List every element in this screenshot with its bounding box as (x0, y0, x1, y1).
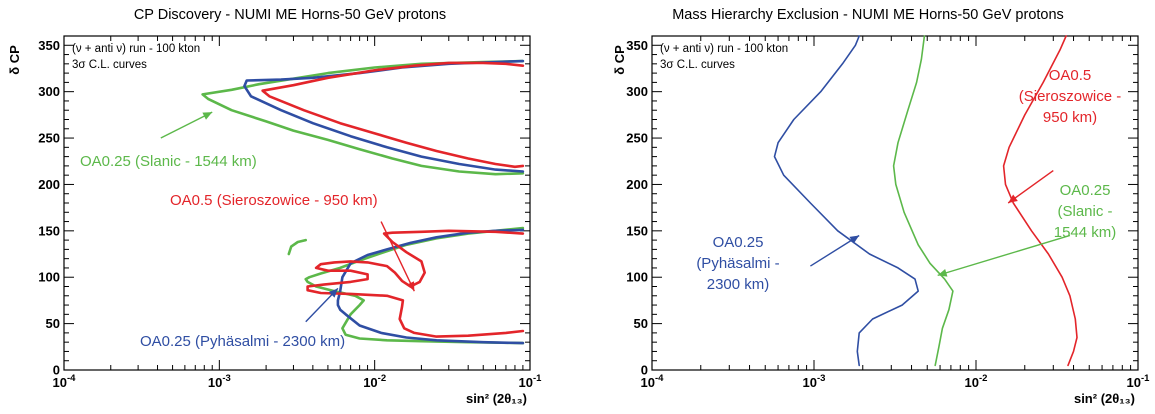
annotation-label: OA0.5 (Sieroszowice -950 km) (1019, 67, 1122, 126)
annotation-arrowhead (1008, 194, 1018, 203)
x-tick-label: 10-2 (363, 373, 386, 390)
y-tick-label: 100 (626, 270, 648, 285)
annotation-label: OA0.25 (Slanic - 1544 km) (80, 153, 257, 170)
x-tick-labels: 10-4 10-3 10-2 10-1 (641, 373, 1151, 390)
cp-discovery-panel: CP Discovery - NUMI ME Horns-50 GeV prot… (7, 7, 542, 406)
series-curve (773, 35, 920, 367)
annotation-label: OA0.25 (Pyhäsalmi - 2300 km) (140, 333, 345, 350)
y-tick-label: 200 (38, 177, 60, 192)
run-info-text: (ν + anti ν) run - 100 kton (72, 43, 200, 55)
x-tick-label: 10-1 (519, 373, 543, 390)
series-curve (336, 228, 525, 345)
y-tick-label: 250 (38, 131, 60, 146)
annotation-arrowhead (406, 281, 415, 292)
plot-frame (651, 35, 1139, 371)
series-curve (306, 229, 525, 338)
cl-info-text: 3σ C.L. curves (660, 59, 735, 71)
axis-ticks (63, 35, 530, 371)
mass-hierarchy-panel: Mass Hierarchy Exclusion - NUMI ME Horns… (612, 7, 1150, 406)
annotation-label: OA0.25 (Pyhäsalmi -2300 km) (696, 234, 779, 293)
x-axis-label: sin² (2θ₁₃) (466, 391, 527, 406)
annotation-arrow (380, 221, 415, 292)
y-axis-label: δ CP (7, 45, 22, 75)
annotation-label: OA0.25 (Slanic -1544 km) (1054, 182, 1117, 241)
y-tick-label: 300 (626, 84, 648, 99)
annotation-arrow (937, 234, 1071, 277)
y-tick-label: 0 (641, 363, 648, 378)
annotation-arrow (1007, 169, 1054, 204)
y-tick-label: 350 (626, 38, 648, 53)
annotation-arrowhead (849, 235, 860, 244)
y-axis-label: δ CP (612, 45, 627, 75)
y-tick-label: 150 (626, 223, 648, 238)
x-tick-label: 10-1 (1127, 373, 1151, 390)
x-tick-label: 10-3 (208, 373, 231, 390)
y-tick-labels: 0 50 100 150 200 250 300 350 (626, 38, 648, 378)
y-tick-label: 350 (38, 38, 60, 53)
curves (201, 59, 525, 345)
cl-info-text: 3σ C.L. curves (72, 59, 147, 71)
run-info-text: (ν + anti ν) run - 100 kton (660, 43, 788, 55)
chart-title: Mass Hierarchy Exclusion - NUMI ME Horns… (672, 7, 1064, 23)
series-curve (892, 35, 954, 367)
x-tick-label: 10-4 (641, 373, 665, 390)
x-axis-label: sin² (2θ₁₃) (1074, 391, 1135, 406)
series-curve (261, 61, 525, 169)
y-tick-label: 0 (53, 363, 60, 378)
x-tick-label: 10-3 (803, 373, 826, 390)
x-tick-label: 10-2 (965, 373, 988, 390)
y-tick-label: 100 (38, 270, 60, 285)
series-curve (1002, 35, 1078, 367)
y-tick-label: 50 (46, 316, 60, 331)
x-tick-labels: 10-4 10-3 10-2 10-1 (53, 373, 543, 390)
y-tick-label: 150 (38, 223, 60, 238)
annotations: OA0.5 (Sieroszowice -950 km) OA0.25 (Slanic… (696, 67, 1121, 293)
annotation-arrowhead (937, 268, 948, 277)
y-tick-labels: 0 50 100 150 200 250 300 350 (38, 38, 60, 378)
x-tick-label: 10-4 (53, 373, 77, 390)
axis-ticks (651, 35, 1138, 371)
annotation-arrow (160, 111, 213, 139)
curves (773, 35, 1078, 367)
series-curve (287, 238, 308, 256)
y-tick-label: 300 (38, 84, 60, 99)
y-tick-label: 50 (634, 316, 648, 331)
series-curve (201, 59, 525, 176)
y-tick-label: 250 (626, 131, 648, 146)
annotations: OA0.25 (Slanic - 1544 km) OA0.5 (Sieroszo… (80, 111, 415, 350)
annotation-arrowhead (328, 288, 338, 298)
plot-frame (63, 35, 531, 371)
annotation-arrowhead (202, 112, 213, 120)
annotation-label: OA0.5 (Sieroszowice - 950 km) (170, 192, 378, 209)
y-tick-label: 200 (626, 177, 648, 192)
chart-title: CP Discovery - NUMI ME Horns-50 GeV prot… (134, 7, 446, 23)
annotation-arrow (810, 234, 860, 267)
